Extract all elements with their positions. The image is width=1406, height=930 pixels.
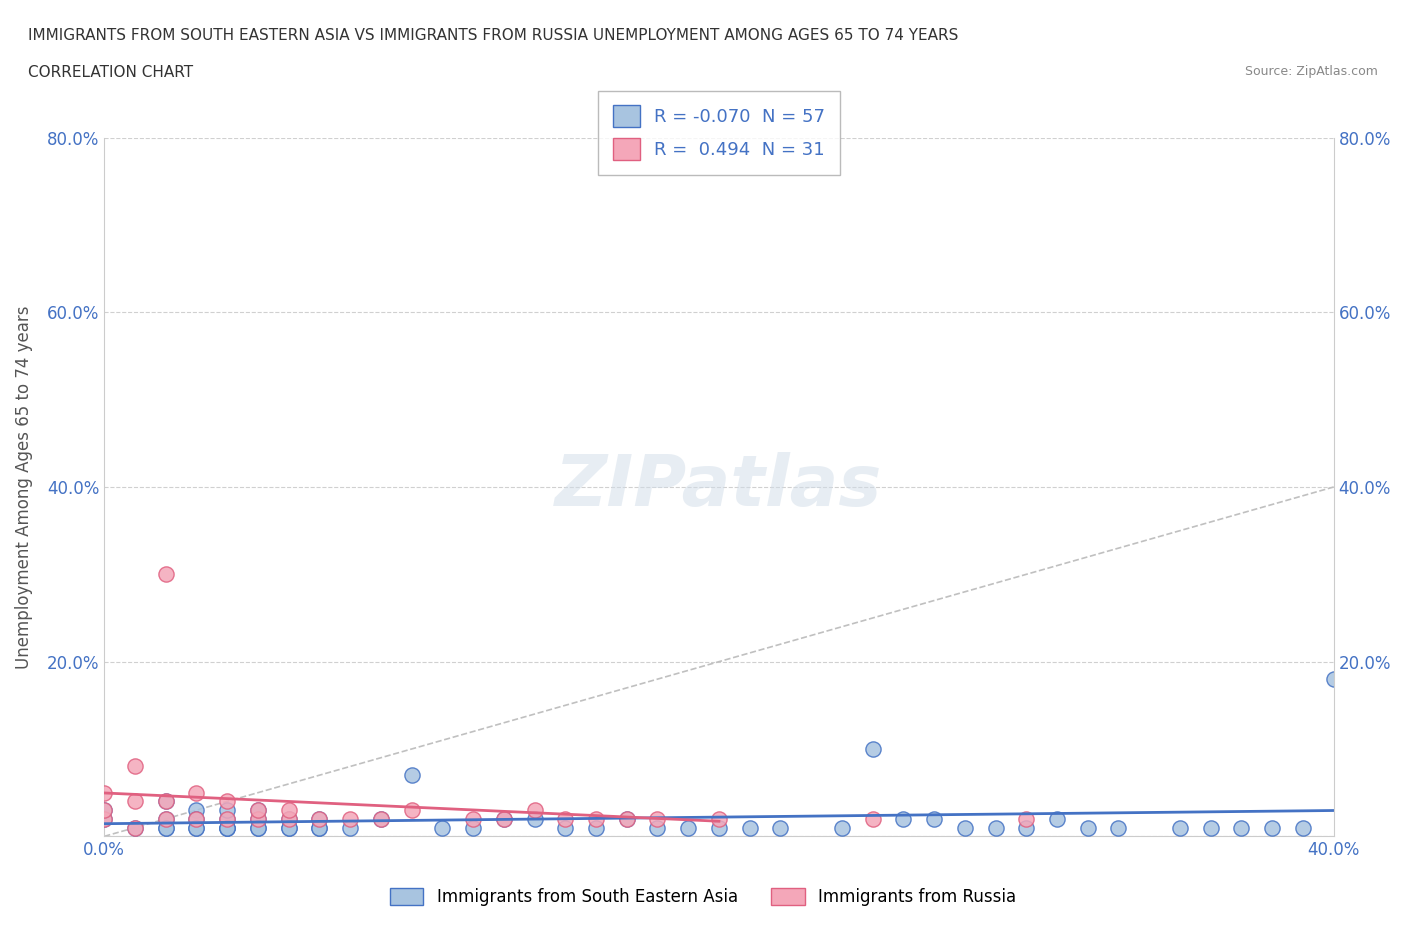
Point: [93, 803, 115, 817]
Point: [1292, 820, 1315, 835]
Point: [277, 803, 299, 817]
Point: [155, 820, 177, 835]
Point: [1046, 812, 1069, 827]
Point: [862, 812, 884, 827]
Point: [585, 820, 607, 835]
Point: [432, 820, 454, 835]
Point: [401, 803, 423, 817]
Point: [1015, 812, 1038, 827]
Point: [308, 820, 330, 835]
Point: [217, 812, 239, 827]
Point: [246, 812, 269, 827]
Point: [461, 820, 484, 835]
Point: [922, 812, 945, 827]
Point: [124, 794, 146, 809]
Point: [339, 812, 361, 827]
Point: [1108, 820, 1130, 835]
Point: [217, 794, 239, 809]
Point: [217, 812, 239, 827]
Point: [308, 812, 330, 827]
Point: [246, 820, 269, 835]
Point: [862, 741, 884, 756]
Point: [217, 820, 239, 835]
Point: [308, 820, 330, 835]
Point: [155, 812, 177, 827]
Point: [401, 768, 423, 783]
Point: [1230, 820, 1253, 835]
Point: [93, 785, 115, 800]
Point: [155, 812, 177, 827]
Point: [277, 812, 299, 827]
Point: [308, 812, 330, 827]
Point: [277, 820, 299, 835]
Point: [707, 812, 730, 827]
Point: [492, 812, 515, 827]
Point: [461, 812, 484, 827]
Legend: Immigrants from South Eastern Asia, Immigrants from Russia: Immigrants from South Eastern Asia, Immi…: [384, 881, 1022, 912]
Point: [492, 812, 515, 827]
Point: [370, 812, 392, 827]
Point: [186, 812, 208, 827]
Point: [707, 820, 730, 835]
Point: [246, 803, 269, 817]
Point: [1015, 820, 1038, 835]
Point: [186, 785, 208, 800]
Text: CORRELATION CHART: CORRELATION CHART: [28, 65, 193, 80]
Point: [616, 812, 638, 827]
Point: [339, 820, 361, 835]
Point: [93, 812, 115, 827]
Point: [186, 820, 208, 835]
Point: [953, 820, 976, 835]
Point: [676, 820, 699, 835]
Point: [554, 812, 576, 827]
Text: IMMIGRANTS FROM SOUTH EASTERN ASIA VS IMMIGRANTS FROM RUSSIA UNEMPLOYMENT AMONG : IMMIGRANTS FROM SOUTH EASTERN ASIA VS IM…: [28, 28, 959, 43]
Point: [124, 820, 146, 835]
Y-axis label: Unemployment Among Ages 65 to 74 years: Unemployment Among Ages 65 to 74 years: [15, 305, 32, 669]
Point: [155, 794, 177, 809]
Point: [523, 803, 546, 817]
Point: [124, 759, 146, 774]
Point: [769, 820, 792, 835]
Point: [186, 820, 208, 835]
Point: [1199, 820, 1222, 835]
Point: [891, 812, 914, 827]
Point: [647, 812, 669, 827]
Point: [217, 820, 239, 835]
Point: [1168, 820, 1191, 835]
Point: [277, 812, 299, 827]
Point: [370, 812, 392, 827]
Point: [523, 812, 546, 827]
Point: [1077, 820, 1099, 835]
Point: [217, 803, 239, 817]
Point: [277, 820, 299, 835]
Point: [186, 812, 208, 827]
Point: [1323, 671, 1346, 686]
Point: [93, 812, 115, 827]
Point: [246, 812, 269, 827]
Point: [155, 794, 177, 809]
Legend: R = -0.070  N = 57, R =  0.494  N = 31: R = -0.070 N = 57, R = 0.494 N = 31: [598, 91, 839, 175]
Point: [585, 812, 607, 827]
Point: [554, 820, 576, 835]
Point: [217, 820, 239, 835]
Point: [246, 803, 269, 817]
Text: Source: ZipAtlas.com: Source: ZipAtlas.com: [1244, 65, 1378, 78]
Text: ZIPatlas: ZIPatlas: [555, 453, 883, 522]
Point: [155, 820, 177, 835]
Point: [616, 812, 638, 827]
Point: [1261, 820, 1284, 835]
Point: [738, 820, 761, 835]
Point: [155, 567, 177, 582]
Point: [186, 803, 208, 817]
Point: [831, 820, 853, 835]
Point: [124, 820, 146, 835]
Point: [93, 803, 115, 817]
Point: [647, 820, 669, 835]
Point: [246, 820, 269, 835]
Point: [984, 820, 1007, 835]
